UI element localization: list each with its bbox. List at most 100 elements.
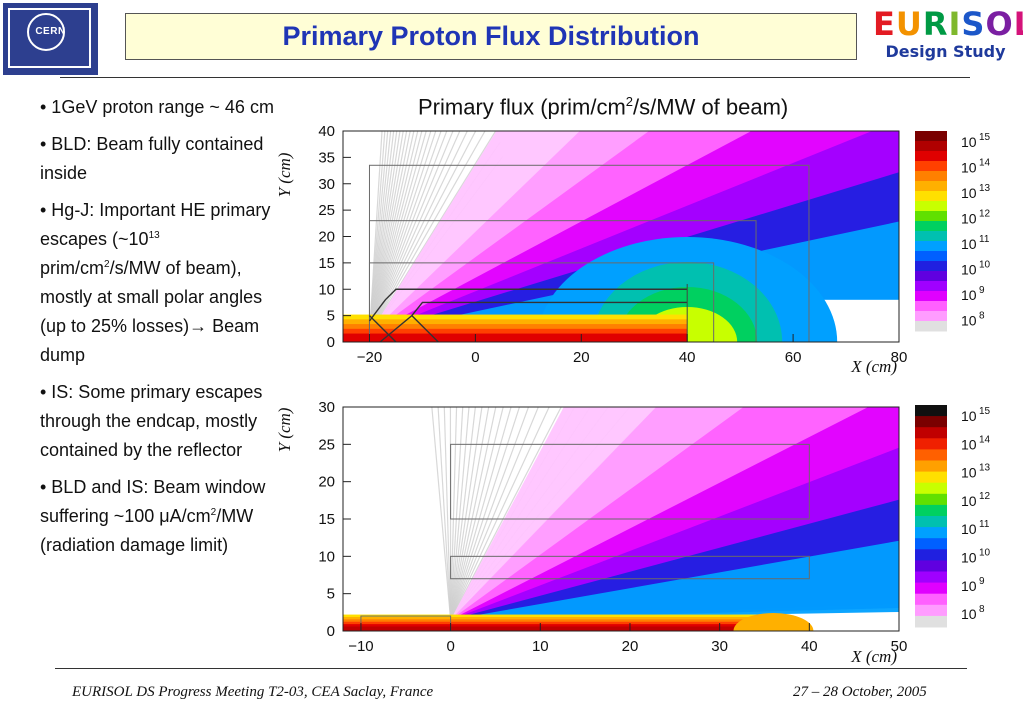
y-tick-label: 25 — [318, 202, 335, 219]
scatter-streak — [368, 131, 461, 335]
colorbar-segment — [915, 261, 947, 272]
cern-logo-frame — [8, 8, 91, 68]
colorbar-segment — [915, 151, 947, 162]
scatter-streak — [450, 407, 464, 620]
scatter-streak — [368, 131, 437, 335]
colorbar-segment — [915, 211, 947, 222]
colorbar-segment — [915, 460, 947, 473]
flux-lobe — [733, 613, 814, 631]
scatter-streak — [368, 131, 448, 335]
scatter-streak — [450, 407, 550, 621]
colorbar-segment — [915, 427, 947, 439]
scatter-streak — [368, 131, 468, 335]
colorbar-label: 10 — [961, 236, 977, 252]
bullet-text: • BLD and IS: Beam window suffering ~100… — [40, 477, 266, 526]
colorbar-exponent: 8 — [979, 311, 985, 322]
x-tick-label: 40 — [679, 349, 696, 366]
y-tick-label: 20 — [318, 474, 335, 491]
y-tick-label: 30 — [318, 399, 335, 416]
colorbar-label: 10 — [961, 606, 977, 622]
beam-core-band — [343, 333, 688, 342]
scatter-streak — [368, 131, 442, 335]
y-tick-label: 10 — [318, 281, 335, 298]
bullet-item: • IS: Some primary escapes through the e… — [40, 382, 263, 460]
scatter-streak — [431, 407, 452, 620]
y-tick-label: 35 — [318, 149, 335, 166]
scatter-streak — [450, 407, 521, 620]
colorbar-exponent: 14 — [979, 158, 991, 169]
scatter-streak — [368, 131, 392, 335]
y-tick-label: 40 — [318, 123, 335, 140]
x-tick-label: 80 — [891, 349, 908, 366]
colorbar-label: 10 — [961, 313, 977, 329]
x-tick-label: −20 — [357, 349, 382, 366]
colorbar-segment — [915, 560, 947, 572]
target-outline — [368, 315, 397, 342]
bullet-text: /MW (radiation damage limit) — [40, 506, 254, 555]
x-tick-label: 60 — [785, 349, 802, 366]
eurisol-logo: EURISOL Design Study — [873, 5, 1023, 70]
chart-title-text: Primary flux (prim/cm — [418, 94, 626, 120]
colorbar-segment — [915, 582, 947, 595]
x-axis-label: X (cm) — [850, 647, 897, 666]
colorbar-label: 10 — [961, 493, 977, 509]
colorbar-segment — [915, 271, 947, 282]
eurisol-logo-wordmark: EURISOL — [873, 5, 1023, 43]
x-tick-label: 30 — [711, 638, 728, 655]
beam-core-band — [343, 626, 774, 631]
scatter-streak — [450, 407, 490, 620]
scatter-streak — [450, 407, 458, 620]
eurisol-letter: L — [1014, 5, 1023, 43]
colorbar-segment — [915, 191, 947, 202]
x-tick-label: 50 — [891, 638, 908, 655]
bullet-item: • BLD and IS: Beam window suffering ~100… — [40, 473, 282, 560]
colorbar-label: 10 — [961, 211, 977, 227]
superscript: 2 — [104, 259, 110, 270]
bullet-item: • BLD: Beam fully contained inside — [40, 134, 264, 183]
eurisol-logo-subtitle: Design Study — [885, 42, 1006, 61]
scatter-streak — [368, 131, 401, 335]
scatter-streak — [368, 131, 404, 335]
colorbar-segment — [915, 221, 947, 232]
scatter-streak — [368, 131, 398, 335]
scatter-streak — [450, 407, 483, 620]
colorbar-segment — [915, 251, 947, 262]
colorbar-segment — [915, 493, 947, 506]
superscript: 13 — [148, 230, 160, 241]
y-tick-label: 25 — [318, 436, 335, 453]
geometry-outline — [368, 262, 715, 342]
target-outline — [411, 315, 439, 342]
x-tick-label: 20 — [622, 638, 639, 655]
colorbar-label: 10 — [961, 521, 977, 537]
colorbar-label: 10 — [961, 287, 977, 303]
colorbar-segment — [915, 291, 947, 302]
scatter-streak — [368, 131, 427, 335]
colorbar-label: 10 — [961, 550, 977, 566]
colorbar-segment — [915, 301, 947, 312]
colorbar-exponent: 9 — [979, 576, 985, 587]
x-tick-label: 40 — [801, 638, 818, 655]
plot-area — [343, 407, 899, 631]
colorbar-segment — [915, 471, 947, 484]
colorbar-segment — [915, 241, 947, 252]
colorbar-exponent: 15 — [979, 132, 991, 143]
y-axis-label: Y (cm) — [275, 152, 294, 197]
colorbar-segment — [915, 527, 947, 539]
colorbar-segment — [915, 171, 947, 182]
target-outline — [379, 301, 688, 342]
cern-logo-ring — [27, 13, 65, 51]
colorbar-segment — [915, 311, 947, 322]
colorbar-label: 10 — [961, 436, 977, 452]
colorbar-segment — [915, 516, 947, 528]
colorbar-segment — [915, 405, 947, 417]
bullet-item: • Hg-J: Important HE primary escapes (~1… — [40, 196, 282, 370]
scatter-streak — [368, 131, 419, 335]
colorbar-segment — [915, 161, 947, 172]
scatter-streak — [450, 407, 476, 620]
colorbar-segment — [915, 321, 947, 332]
footer-event: EURISOL DS Progress Meeting T2-03, CEA S… — [72, 684, 434, 700]
colorbar-segment — [915, 181, 947, 192]
scatter-streak — [450, 407, 470, 620]
